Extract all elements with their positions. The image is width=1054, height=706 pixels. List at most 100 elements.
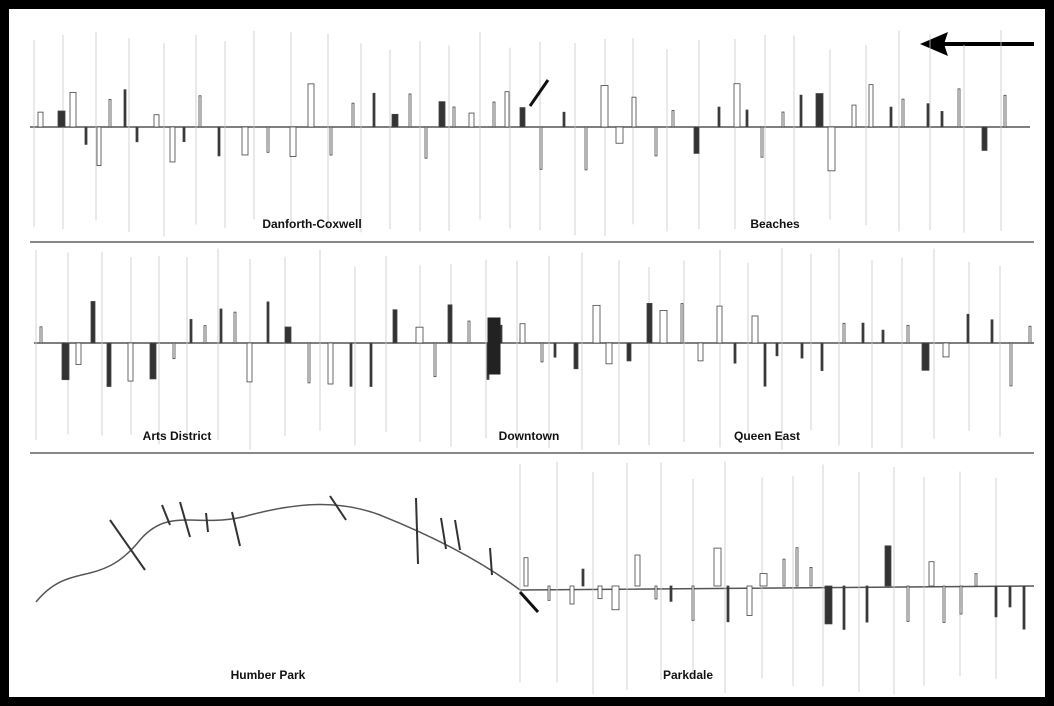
route-bar [611,585,620,611]
route-bar [680,303,684,344]
route-bar [438,101,446,128]
route-tick [161,504,171,526]
route-bar [1003,94,1007,128]
route-bar [369,342,373,387]
route-bar [697,342,704,362]
route-bar [733,83,741,128]
route-bar [57,110,66,128]
left-arrow-icon [920,32,1034,56]
route-bar [781,111,785,128]
route-tick [528,79,550,107]
route-bar [198,95,202,128]
route-bar [713,547,722,587]
route-tick [489,547,493,576]
route-bar [75,342,82,365]
route-bar [182,126,186,143]
route-bar [424,126,428,159]
route-bar [1022,585,1026,630]
route-bar [889,106,893,128]
route-bar [219,308,223,344]
route-bar [671,110,675,128]
route-bar [868,84,874,128]
route-bar [584,126,588,171]
label-downtown: Downtown [499,429,560,443]
route-bar [901,98,905,128]
route-bar [217,126,221,157]
route-bar [307,83,315,128]
route-bar [799,94,803,128]
route-bar [800,342,804,359]
route-bar [716,305,723,344]
route-bar [467,320,471,344]
route-bar [691,585,695,621]
route-bar [717,106,721,128]
route-bar [349,342,353,387]
route-bar [815,93,824,128]
route-bar [96,126,102,166]
route-bar [127,342,134,382]
route-bar [981,126,988,151]
route-bar [153,114,160,128]
route-tick [415,497,419,565]
route-bar [562,111,566,128]
route-bar [942,585,946,623]
route-bar [523,557,529,587]
route-bar [284,326,292,344]
route-bar [884,545,892,587]
route-bar [926,103,930,128]
route-bar [592,304,601,344]
label-parkdale: Parkdale [663,668,713,682]
route-bar [820,342,824,372]
route-bar [842,322,846,344]
route-bar [827,126,836,172]
route-bar [751,315,759,344]
route-tick [329,495,347,521]
route-bar [763,342,767,387]
route-bar [600,85,609,128]
route-bar [447,304,453,344]
route-bar [553,342,557,358]
route-bars [37,79,1032,630]
route-bar [693,126,700,154]
route-bar [172,342,176,360]
route-bar [990,319,994,344]
route-bar [745,109,749,128]
route-bar [760,126,764,158]
route-bar [659,310,668,344]
route-bar [842,585,846,630]
route-bar [795,547,799,587]
route-bar [746,585,753,616]
route-bar [759,573,768,587]
label-beaches: Beaches [750,217,800,231]
route-bar [233,311,237,344]
label-arts-district: Arts District [143,429,212,443]
route-bar [289,126,297,157]
route-bar [974,573,978,587]
route-bar [928,561,935,587]
route-bar [69,91,77,128]
route-bar [957,88,961,128]
route-bar [940,110,944,128]
route-bar [775,342,779,357]
route-bar [1008,585,1012,608]
route-bar [726,585,730,623]
route-bar [37,111,44,128]
route-bar [504,91,510,128]
route-bar [327,342,334,385]
route-bar [391,113,399,128]
route-bar [61,342,70,381]
route-bar [597,585,603,600]
route-bar [135,126,139,143]
route-bar [605,342,613,365]
route-bar [573,342,579,370]
label-queen-east: Queen East [734,429,800,443]
route-bar [626,342,632,362]
route-bar [615,126,624,144]
route-bar [861,322,865,344]
route-bar [203,325,207,344]
route-bar [581,568,585,587]
route-tick [518,590,540,614]
route-bar [519,323,526,344]
route-bar [654,585,658,600]
